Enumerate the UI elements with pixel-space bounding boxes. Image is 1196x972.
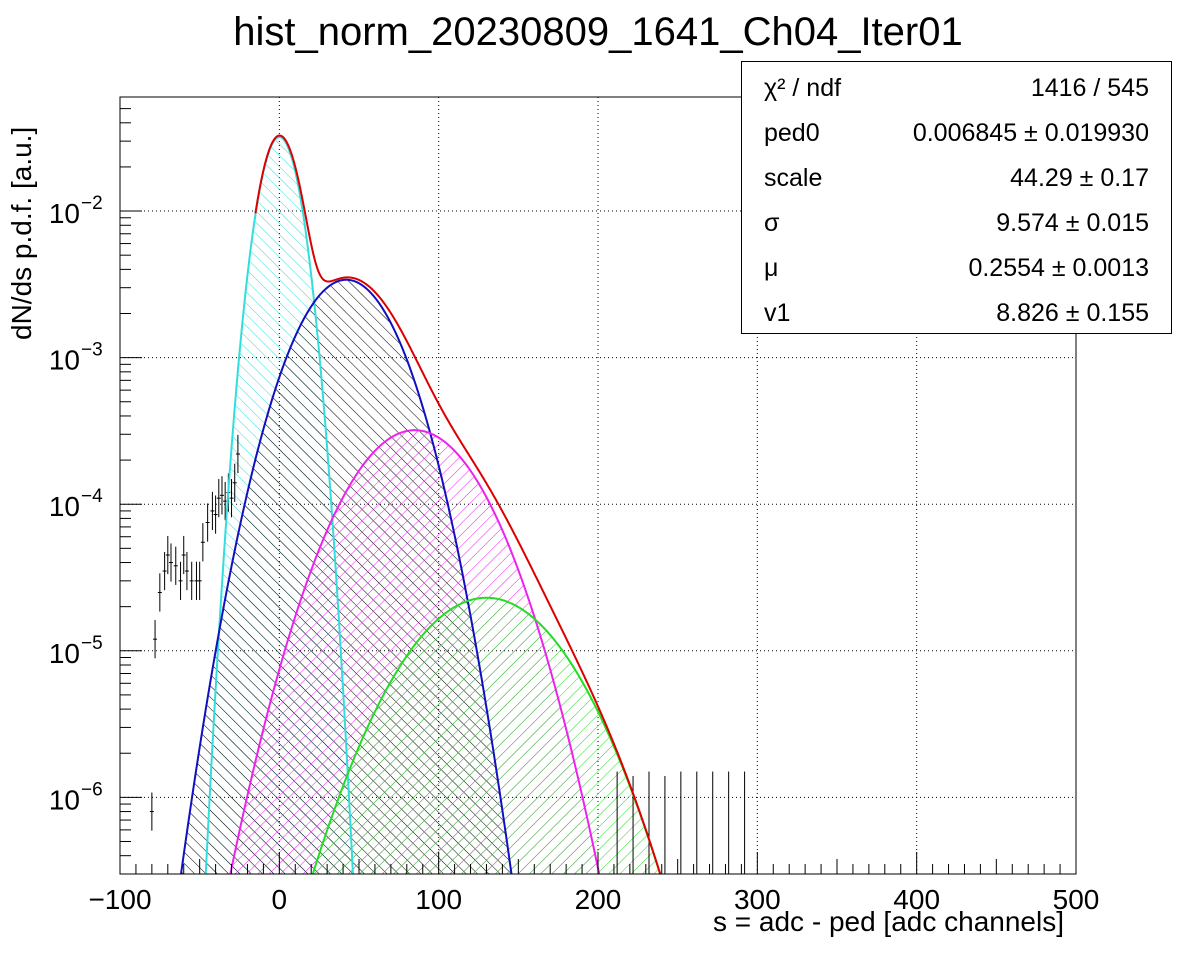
total-fit-curve (254, 134, 662, 874)
x-tick-label: 300 (734, 884, 781, 915)
y-tick-exponent: −6 (81, 779, 103, 800)
fit-stats-box: χ² / ndf 1416 / 545 ped0 0.006845 ± 0.01993… (741, 61, 1172, 334)
x-tick-label: 0 (272, 884, 288, 915)
y-tick-exponent: −5 (81, 633, 103, 654)
chart-title: hist_norm_20230809_1641_Ch04_Iter01 (233, 10, 963, 54)
component-fills (176, 137, 671, 874)
x-axis-label: s = adc - ped [adc channels] (713, 906, 1064, 937)
y-tick-label: 10 (49, 638, 80, 669)
component-fill-3-p-e- (302, 597, 671, 874)
fit-stat-name: v1 (764, 299, 791, 327)
fit-stat-value: 0.006845 ± 0.019930 (912, 119, 1149, 147)
fit-stat-name: ped0 (764, 119, 820, 147)
y-tick-exponent: −4 (81, 486, 103, 507)
fit-stat-row: σ 9.574 ± 0.015 (742, 209, 1171, 249)
y-axis-label: dN/ds p.d.f. [a.u.] (6, 126, 37, 340)
fit-stat-name: scale (764, 164, 823, 192)
fit-stat-row: μ 0.2554 ± 0.0013 (742, 254, 1171, 294)
x-tick-label: 400 (893, 884, 940, 915)
fit-stat-value: 0.2554 ± 0.0013 (968, 254, 1149, 282)
component-curve-2-p-e- (229, 429, 601, 874)
fit-stat-row: χ² / ndf 1416 / 545 (742, 74, 1171, 114)
component-curve-3-p-e- (311, 596, 662, 874)
x-tick-label: 500 (1053, 884, 1100, 915)
fit-stat-value: 44.29 ± 0.17 (1010, 164, 1149, 192)
x-tick-label: −100 (88, 884, 151, 915)
fit-stat-value: 9.574 ± 0.015 (996, 209, 1149, 237)
fit-stat-name: μ (764, 254, 779, 282)
component-curve-pedestal (204, 136, 354, 874)
fit-stat-value: 8.826 ± 0.155 (996, 299, 1149, 327)
y-tick-label: 10 (49, 491, 80, 522)
fit-stat-row: scale 44.29 ± 0.17 (742, 164, 1171, 204)
y-tick-label: 10 (49, 784, 80, 815)
fit-stat-row: ped0 0.006845 ± 0.019930 (742, 119, 1171, 159)
fit-stat-name: χ² / ndf (764, 74, 842, 102)
fit-stat-row: v1 8.826 ± 0.155 (742, 299, 1171, 339)
fit-curves (180, 134, 662, 874)
component-curve-1-p-e- (180, 278, 513, 874)
fit-stat-name: σ (764, 209, 780, 237)
fit-stat-value: 1416 / 545 (1030, 74, 1149, 102)
y-tick-label: 10 (49, 198, 80, 229)
x-tick-label: 100 (415, 884, 462, 915)
x-tick-label: 200 (575, 884, 622, 915)
y-tick-exponent: −3 (81, 340, 103, 361)
y-tick-exponent: −2 (81, 193, 103, 214)
y-tick-label: 10 (49, 345, 80, 376)
